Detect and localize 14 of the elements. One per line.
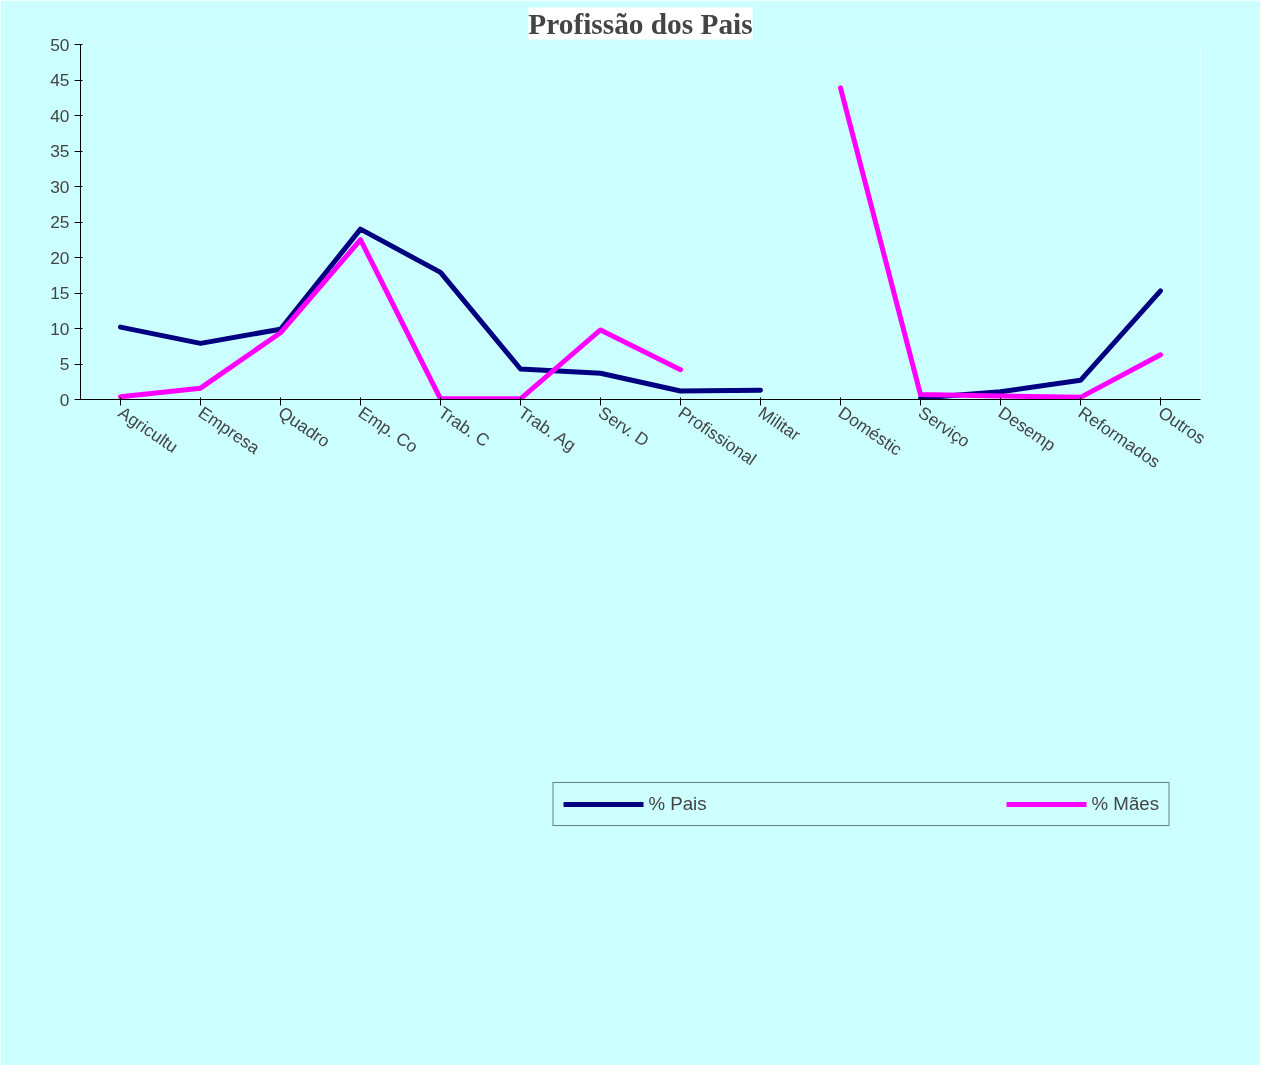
y-tick-label: 30 — [50, 176, 70, 197]
y-tick-label: 35 — [50, 141, 70, 161]
y-tick-label: 25 — [50, 212, 70, 232]
y-tick-label: 20 — [50, 247, 70, 268]
legend-label: % Mães — [1091, 793, 1159, 815]
y-tick-label: 10 — [50, 318, 70, 339]
y-tick-label: 0 — [59, 389, 70, 410]
y-tick-label: 15 — [50, 283, 70, 303]
y-tick-label: 5 — [59, 354, 70, 374]
y-tick-label: 45 — [50, 70, 70, 90]
y-tick-label: 40 — [50, 105, 70, 126]
chart-title: Profissão dos Pais — [528, 7, 753, 40]
legend-label: % Pais — [648, 793, 707, 815]
y-tick-label: 50 — [50, 34, 70, 55]
